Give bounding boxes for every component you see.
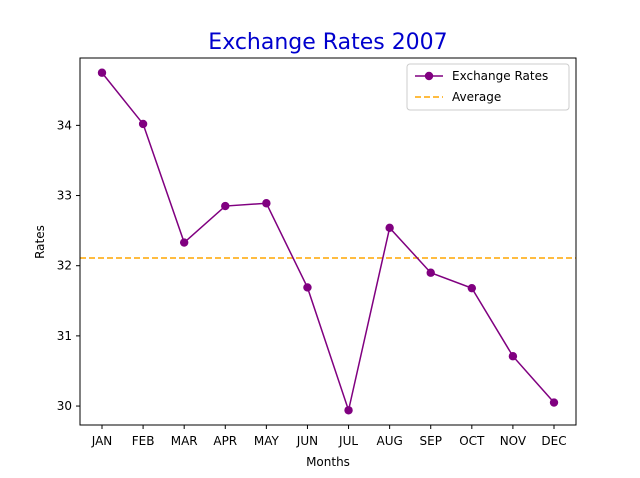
data-point — [179, 238, 189, 247]
data-point — [138, 119, 148, 129]
y-tick-label: 30 — [57, 399, 72, 413]
x-axis-label: Months — [306, 455, 350, 469]
x-tick-label: FEB — [132, 434, 155, 448]
x-tick-label: NOV — [500, 434, 527, 448]
x-tick-label: JUL — [338, 434, 358, 448]
series-line — [101, 72, 555, 414]
x-tick-label: APR — [213, 434, 237, 448]
x-tick-label: MAR — [171, 434, 198, 448]
chart-title: Exchange Rates 2007 — [208, 30, 447, 55]
data-point — [303, 283, 312, 292]
data-point — [221, 201, 230, 211]
x-tick-label: DEC — [541, 434, 566, 448]
y-tick-label: 34 — [57, 118, 72, 132]
plot-area — [80, 68, 576, 415]
data-point — [385, 223, 394, 233]
legend: Exchange Rates Average — [406, 63, 570, 111]
x-tick-label: AUG — [376, 434, 402, 448]
data-point — [426, 268, 435, 277]
x-tick-label: OCT — [459, 434, 485, 448]
data-point — [344, 406, 353, 415]
legend-marker-exchange-rates — [424, 71, 434, 81]
x-tick-label: SEP — [420, 434, 442, 448]
legend-label-exchange-rates: Exchange Rates — [452, 69, 548, 83]
x-tick-label: JUN — [296, 434, 318, 448]
x-axis: JAN FEB MAR APR MAY JUN JUL AUG SEP OCT NOV DEC — [91, 425, 567, 448]
y-tick-label: 32 — [57, 259, 72, 273]
legend-box — [406, 63, 570, 111]
y-axis-label: Rates — [33, 225, 47, 259]
data-point — [549, 398, 559, 407]
x-tick-label: JAN — [91, 434, 113, 448]
data-point — [508, 352, 518, 361]
y-axis: 30 31 32 33 34 — [57, 118, 80, 413]
y-tick-label: 31 — [57, 329, 72, 343]
x-tick-label: MAY — [254, 434, 280, 448]
y-tick-label: 33 — [57, 189, 72, 203]
data-point — [262, 199, 271, 208]
data-point — [97, 68, 107, 77]
plot-frame — [79, 57, 577, 426]
data-point — [467, 283, 477, 293]
legend-label-average: Average — [452, 90, 501, 104]
